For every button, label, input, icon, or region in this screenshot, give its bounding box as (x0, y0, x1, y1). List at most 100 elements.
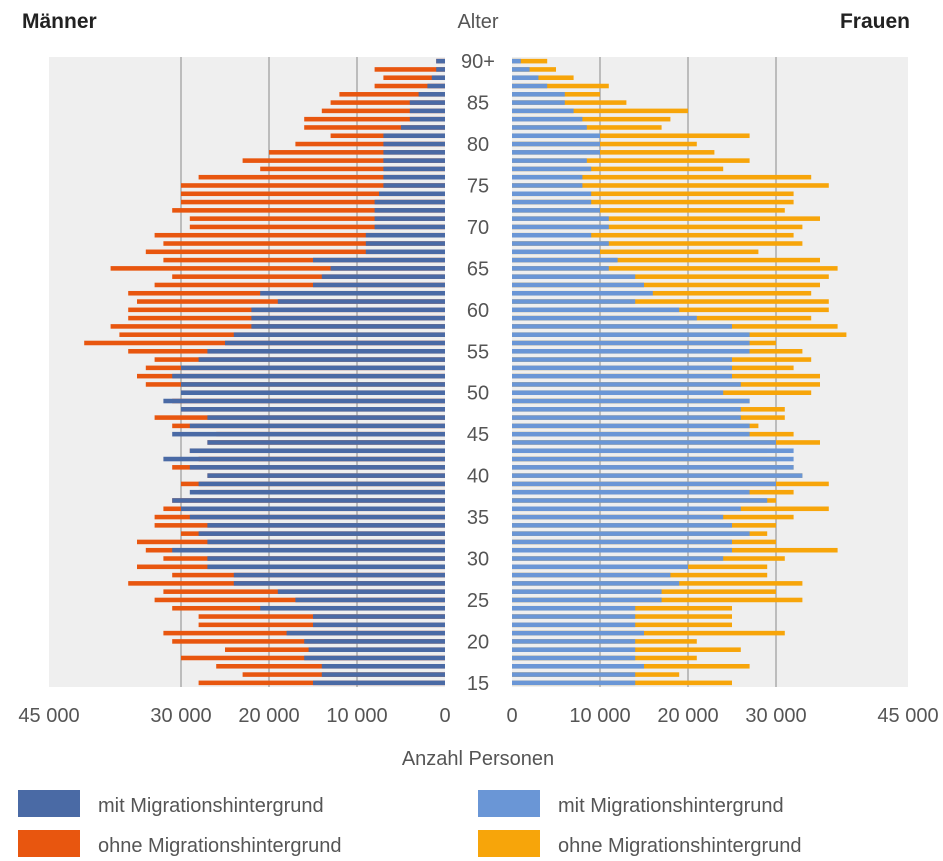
bar-men-mit-age-55 (207, 348, 445, 354)
bar-men-ohne-age-76 (198, 174, 445, 180)
bar-women-mit-age-65 (512, 266, 609, 271)
bar-men-ohne-age-71 (189, 216, 445, 221)
bar-men-ohne-age-78 (242, 158, 445, 163)
bar-men-mit-age-48 (181, 407, 445, 412)
bar-women-mit-age-71 (512, 216, 609, 221)
bar-men-ohne-age-70 (189, 224, 445, 230)
bar-men-mit-age-51 (181, 382, 445, 387)
x-tick-label-women: 10 000 (569, 705, 630, 727)
bar-women-ohne-age-90 (512, 58, 548, 64)
bar-men-mit-age-19 (308, 647, 445, 652)
bar-men-mit-age-68 (365, 241, 445, 246)
bar-men-mit-age-90 (436, 58, 445, 64)
bar-women-ohne-age-63 (512, 282, 820, 288)
age-axis-title: Alter (457, 11, 498, 33)
x-axis-ticks: 45 000 30 000 20 000 10 000 0 0 10 000 20 000 30… (18, 705, 938, 727)
bar-women-mit-age-67 (512, 249, 600, 255)
bar-men-ohne-age-83 (304, 116, 445, 122)
bar-women-mit-age-75 (512, 183, 583, 188)
bar-men-mit-age-72 (374, 208, 445, 213)
bar-men-mit-age-56 (225, 340, 445, 346)
bar-women-ohne-age-73 (512, 199, 794, 205)
bar-women-mit-age-45 (512, 431, 750, 437)
bar-women-mit-age-82 (512, 125, 587, 130)
bar-men-mit-age-34 (207, 523, 445, 528)
bar-men-mit-age-65 (330, 266, 445, 271)
bar-men-mit-age-58 (251, 324, 445, 329)
bar-men-mit-age-61 (277, 299, 445, 304)
bar-women-mit-age-27 (512, 581, 680, 586)
age-axis: 15 20 25 30 35 40 45 50 55 60 65 70 75 80 85 90+ (461, 51, 495, 695)
bar-men-mit-age-54 (198, 357, 445, 362)
bar-men-mit-age-83 (409, 116, 445, 122)
bar-women-ohne-age-21 (512, 630, 785, 636)
legend-label-men-mit: mit Migrationshintergrund (98, 795, 324, 817)
bar-women-mit-age-35 (512, 514, 724, 520)
bar-women-mit-age-70 (512, 224, 609, 230)
bar-men-mit-age-30 (207, 556, 445, 561)
bar-women-mit-age-22 (512, 622, 636, 628)
bar-women-mit-age-69 (512, 232, 592, 238)
age-tick-label: 30 (467, 549, 489, 571)
bar-women-mit-age-51 (512, 382, 741, 387)
bar-men-mit-age-23 (313, 614, 445, 619)
bar-men-mit-age-67 (365, 249, 445, 255)
bar-women-mit-age-74 (512, 191, 592, 197)
bar-men-mit-age-27 (233, 581, 445, 586)
bar-men-mit-age-29 (207, 564, 445, 570)
bar-women-mit-age-57 (512, 332, 750, 337)
age-tick-label: 50 (467, 383, 489, 405)
bar-men-ohne-age-88 (383, 75, 445, 81)
bar-women-mit-age-68 (512, 241, 609, 246)
bar-men-mit-age-74 (379, 191, 445, 197)
bar-men-ohne-age-65 (110, 266, 445, 271)
x-tick-label-women: 45 000 (877, 705, 938, 727)
bar-men-mit-age-24 (260, 605, 445, 611)
bar-men-mit-age-64 (321, 274, 445, 279)
bar-men-mit-age-89 (436, 67, 445, 72)
bar-men-mit-age-15 (313, 680, 445, 686)
bar-men-ohne-age-72 (172, 208, 445, 213)
bar-men-mit-age-38 (189, 489, 445, 495)
legend-label-men-ohne: ohne Migrationshintergrund (98, 835, 342, 857)
age-tick-label: 55 (467, 341, 489, 363)
bar-men-mit-age-33 (198, 531, 445, 536)
bars (84, 58, 847, 686)
bar-men-mit-age-49 (163, 398, 445, 404)
bar-women-mit-age-64 (512, 274, 636, 279)
bar-men-mit-age-75 (383, 183, 445, 188)
bar-men-mit-age-79 (383, 150, 445, 155)
bar-men-mit-age-62 (260, 290, 445, 296)
bar-women-mit-age-43 (512, 448, 794, 454)
bar-men-mit-age-37 (172, 498, 445, 503)
bar-women-mit-age-15 (512, 680, 636, 686)
bar-women-mit-age-76 (512, 174, 583, 180)
x-tick-label-women: 30 000 (745, 705, 806, 727)
bar-women-mit-age-40 (512, 473, 803, 478)
bar-men-ohne-age-68 (163, 241, 445, 246)
bar-women-mit-age-80 (512, 141, 600, 147)
age-tick-label: 20 (467, 631, 489, 653)
bar-men-mit-age-59 (251, 315, 445, 321)
bar-women-ohne-age-69 (512, 232, 794, 238)
bar-men-mit-age-69 (365, 232, 445, 238)
bar-men-ohne-age-87 (374, 83, 445, 89)
bar-men-mit-age-40 (207, 473, 445, 478)
bar-men-mit-age-26 (277, 589, 445, 594)
bar-women-ohne-age-83 (512, 116, 671, 122)
bar-women-mit-age-54 (512, 357, 732, 362)
bar-women-mit-age-72 (512, 208, 600, 213)
age-tick-label: 45 (467, 424, 489, 446)
bar-men-ohne-age-64 (172, 274, 445, 279)
bar-men-mit-age-39 (198, 481, 445, 487)
bar-men-mit-age-66 (313, 257, 445, 263)
bar-men-mit-age-45 (172, 431, 445, 437)
men-title: Männer (22, 10, 97, 33)
bar-men-mit-age-84 (409, 108, 445, 114)
age-tick-label: 15 (467, 673, 489, 695)
bar-men-mit-age-31 (172, 547, 445, 553)
bar-women-mit-age-33 (512, 531, 750, 536)
bar-women-mit-age-42 (512, 456, 794, 462)
bar-men-ohne-age-85 (330, 100, 445, 105)
bar-women-ohne-age-74 (512, 191, 794, 197)
